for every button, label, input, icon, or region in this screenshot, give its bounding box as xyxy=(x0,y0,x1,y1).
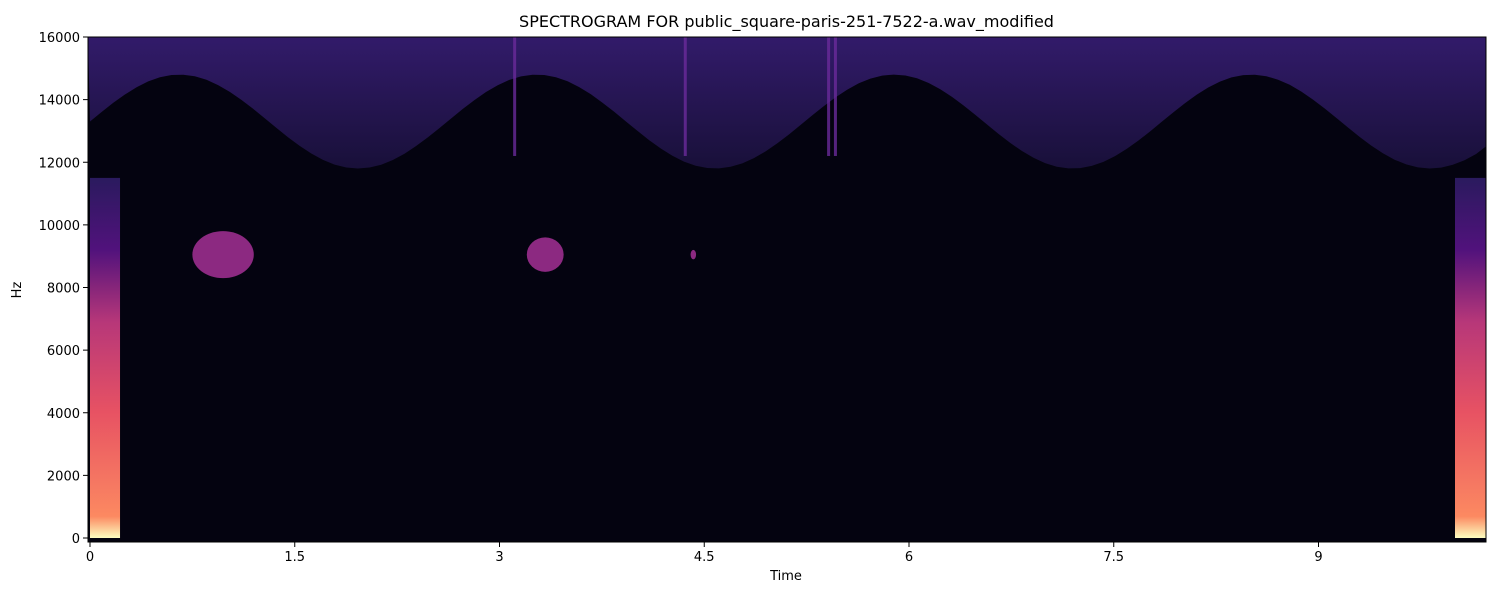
x-tick-label: 6 xyxy=(905,550,913,565)
high-frequency-noise-band xyxy=(88,37,1486,169)
x-tick-label: 0 xyxy=(86,550,94,565)
x-axis: 0 1.5 3 4.5 6 7.5 9 xyxy=(86,542,1323,565)
y-tick-label: 6000 xyxy=(47,344,80,359)
x-tick-label: 1.5 xyxy=(284,550,305,565)
y-tick-label: 16000 xyxy=(39,31,80,46)
noise-streak-1 xyxy=(513,37,517,156)
y-tick-label: 10000 xyxy=(39,219,80,234)
tone-blob-1 xyxy=(192,231,254,279)
y-axis: 0 2000 4000 6000 8000 10000 12000 14000 16000 xyxy=(39,31,88,547)
y-tick-label: 8000 xyxy=(47,282,80,297)
noise-streak-3 xyxy=(827,37,831,156)
y-tick-label: 0 xyxy=(72,532,80,547)
tone-blob-2 xyxy=(526,237,564,272)
y-tick-label: 12000 xyxy=(39,156,80,171)
y-tick-label: 2000 xyxy=(47,469,80,484)
x-axis-label: Time xyxy=(770,569,802,584)
tone-blob-3 xyxy=(690,249,697,260)
y-tick-label: 14000 xyxy=(39,94,80,109)
x-tick-label: 3 xyxy=(495,550,503,565)
end-transient xyxy=(1455,177,1486,538)
x-tick-label: 7.5 xyxy=(1103,550,1124,565)
noise-streak-2 xyxy=(683,37,687,156)
start-transient xyxy=(90,177,121,538)
y-tick-label: 4000 xyxy=(47,407,80,422)
x-tick-label: 9 xyxy=(1314,550,1322,565)
noise-streak-4 xyxy=(833,37,837,156)
plot-frame xyxy=(87,36,1487,543)
chart-title: SPECTROGRAM FOR public_square-paris-251-… xyxy=(519,12,1054,31)
x-tick-label: 4.5 xyxy=(694,550,715,565)
